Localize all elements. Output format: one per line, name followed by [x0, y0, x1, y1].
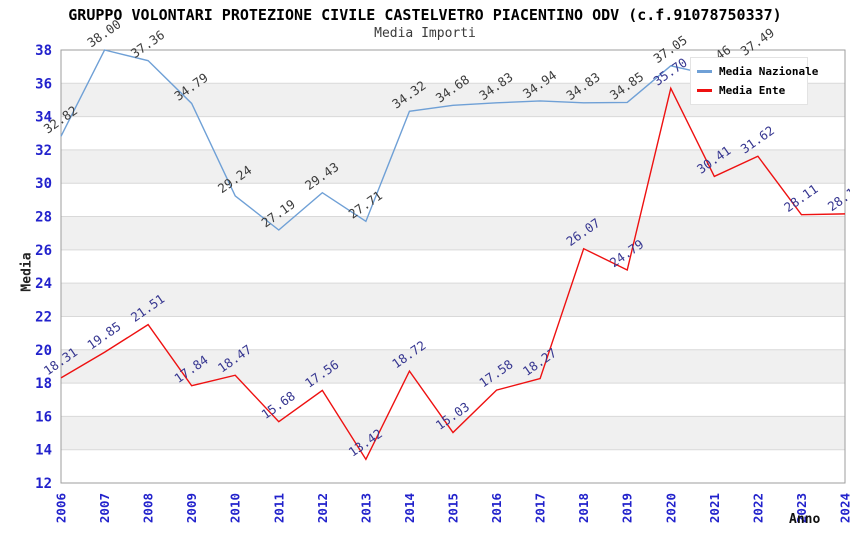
x-tick-label: 2020: [663, 493, 678, 523]
x-tick-label: 2009: [184, 493, 199, 523]
x-tick-label: 2022: [750, 493, 765, 523]
data-label: 37.36: [128, 27, 167, 61]
y-tick-label: 24: [35, 276, 52, 292]
plot-border: [60, 49, 846, 484]
data-label: 19.85: [84, 319, 123, 353]
legend-label-media-nazionale: Media Nazionale: [719, 65, 819, 78]
y-tick-label: 28: [35, 210, 52, 226]
y-tick-label: 18: [35, 376, 52, 392]
data-label: 28.16: [825, 180, 850, 214]
grid-band: [61, 283, 845, 317]
y-tick-label: 34: [35, 110, 52, 126]
legend: Media Nazionale Media Ente: [690, 57, 818, 105]
legend-item-media-nazionale: Media Nazionale: [697, 62, 818, 81]
x-tick-label: 2011: [271, 493, 286, 523]
series-line-media-ente: [60, 86, 846, 461]
x-tick-label: 2006: [54, 493, 69, 523]
y-tick-label: 32: [35, 143, 52, 159]
x-tick-label: 2023: [794, 493, 809, 523]
chart-subtitle: Media Importi: [374, 26, 476, 41]
data-label: 32.82: [41, 103, 80, 137]
legend-item-media-ente: Media Ente: [697, 81, 801, 100]
x-tick-label: 2010: [228, 493, 243, 523]
data-label: 38.00: [84, 16, 123, 50]
y-tick-label: 36: [35, 76, 52, 92]
x-tick-label: 2021: [707, 493, 722, 523]
y-tick-label: 14: [35, 443, 52, 459]
y-tick-label: 26: [35, 243, 52, 259]
x-tick-label: 2014: [402, 493, 417, 523]
x-tick-label: 2018: [576, 493, 591, 523]
x-tick-label: 2024: [838, 493, 850, 523]
x-tick-label: 2016: [489, 493, 504, 523]
x-tick-label: 2007: [97, 493, 112, 523]
x-tick-label: 2017: [533, 493, 548, 523]
x-tick-label: 2008: [141, 493, 156, 523]
x-tick-label: 2013: [358, 493, 373, 523]
chart-title: GRUPPO VOLONTARI PROTEZIONE CIVILE CASTE…: [68, 6, 782, 24]
data-label: 28.11: [781, 181, 820, 215]
grid-band: [61, 149, 845, 184]
x-axis-title: Anno: [789, 512, 821, 527]
media-nazionale-line-swatch: [697, 70, 712, 73]
y-tick-label: 30: [35, 176, 52, 192]
y-tick-label: 22: [35, 309, 52, 325]
data-label: 37.49: [738, 25, 777, 59]
grid-band: [61, 349, 845, 384]
series-line-media-nazionale: [60, 49, 759, 231]
grid-band: [61, 216, 845, 250]
x-tick-label: 2012: [315, 493, 330, 523]
x-tick-label: 2015: [446, 493, 461, 523]
media-ente-line-swatch: [697, 89, 712, 92]
legend-label-media-ente: Media Ente: [719, 84, 786, 97]
y-tick-label: 20: [35, 343, 52, 359]
y-tick-label: 16: [35, 409, 52, 425]
y-tick-label: 12: [35, 476, 52, 492]
x-tick-label: 2019: [620, 493, 635, 523]
y-tick-label: 38: [35, 43, 52, 59]
y-axis-title: Media: [19, 252, 35, 292]
